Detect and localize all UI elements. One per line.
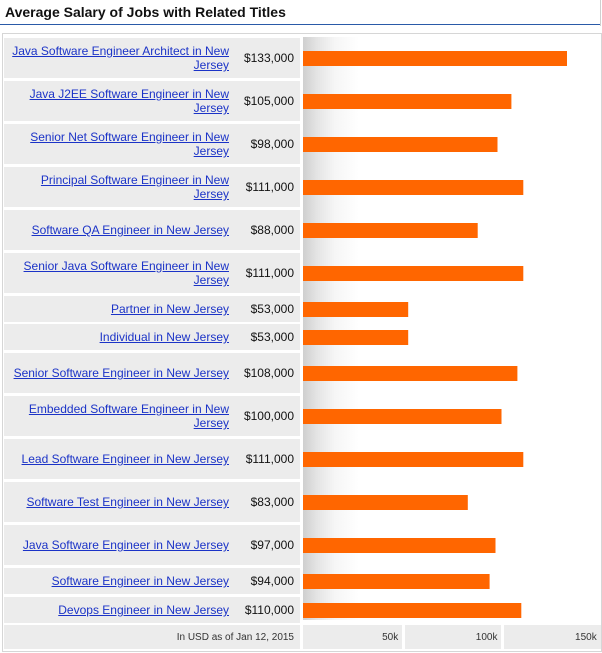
job-title-link[interactable]: Senior Software Engineer in New Jersey <box>13 366 229 380</box>
x-tick-label: 150k <box>504 625 601 649</box>
row-label-cell: Software QA Engineer in New Jersey <box>4 210 233 250</box>
salary-value-label: $53,000 <box>233 296 300 322</box>
row-label-cell: Partner in New Jersey <box>4 296 233 322</box>
salary-value-label: $97,000 <box>233 525 300 565</box>
salary-bar <box>303 223 478 238</box>
salary-value-label: $98,000 <box>233 124 300 164</box>
header-divider <box>0 24 600 25</box>
salary-bar <box>303 302 409 317</box>
row-label-cell: Software Test Engineer in New Jersey <box>4 482 233 522</box>
salary-bar <box>303 137 498 152</box>
x-tick-label: 100k <box>405 625 502 649</box>
salary-value-label: $111,000 <box>233 439 300 479</box>
job-title-link[interactable]: Partner in New Jersey <box>110 302 229 316</box>
salary-bar <box>303 495 468 510</box>
salary-value-label: $94,000 <box>233 568 300 594</box>
salary-bar <box>303 330 409 345</box>
job-title-link[interactable]: Individual in New Jersey <box>99 330 229 344</box>
job-title-link[interactable]: Java J2EE Software Engineer in New Jerse… <box>29 87 229 115</box>
salary-bar <box>303 452 524 467</box>
row-label-cell: Senior Software Engineer in New Jersey <box>4 353 233 393</box>
salary-bar <box>303 574 490 589</box>
salary-value-label: $105,000 <box>233 81 300 121</box>
job-title-link[interactable]: Senior Net Software Engineer in New Jers… <box>30 130 229 158</box>
row-label-cell: Principal Software Engineer in New Jerse… <box>4 167 233 207</box>
chart-title: Average Salary of Jobs with Related Titl… <box>5 4 286 20</box>
salary-value-label: $111,000 <box>233 167 300 207</box>
currency-note: In USD as of Jan 12, 2015 <box>4 625 300 649</box>
salary-bar <box>303 603 522 618</box>
salary-bar <box>303 94 512 109</box>
plot-area <box>303 37 596 620</box>
job-title-link[interactable]: Embedded Software Engineer in New Jersey <box>28 402 229 430</box>
row-label-cell: Individual in New Jersey <box>4 324 233 350</box>
salary-bar <box>303 266 524 281</box>
row-label-cell: Java Software Engineer in New Jersey <box>4 525 233 565</box>
salary-value-label: $53,000 <box>233 324 300 350</box>
row-label-cell: Java J2EE Software Engineer in New Jerse… <box>4 81 233 121</box>
job-title-link[interactable]: Lead Software Engineer in New Jersey <box>21 452 229 466</box>
job-title-link[interactable]: Java Software Engineer in New Jersey <box>22 538 229 552</box>
row-label-cell: Embedded Software Engineer in New Jersey <box>4 396 233 436</box>
row-label-cell: Devops Engineer in New Jersey <box>4 597 233 623</box>
salary-bar <box>303 366 518 381</box>
row-label-cell: Software Engineer in New Jersey <box>4 568 233 594</box>
salary-bar <box>303 538 496 553</box>
chart-header: Average Salary of Jobs with Related Titl… <box>0 0 601 26</box>
row-label-cell: Senior Java Software Engineer in New Jer… <box>4 253 233 293</box>
job-title-link[interactable]: Principal Software Engineer in New Jerse… <box>40 173 229 201</box>
job-title-link[interactable]: Devops Engineer in New Jersey <box>58 603 229 617</box>
salary-value-label: $111,000 <box>233 253 300 293</box>
salary-value-label: $83,000 <box>233 482 300 522</box>
salary-value-label: $108,000 <box>233 353 300 393</box>
job-title-link[interactable]: Software Engineer in New Jersey <box>51 574 229 588</box>
job-title-link[interactable]: Software Test Engineer in New Jersey <box>26 495 229 509</box>
job-title-link[interactable]: Senior Java Software Engineer in New Jer… <box>23 259 229 287</box>
job-title-link[interactable]: Software QA Engineer in New Jersey <box>31 223 229 237</box>
salary-bar <box>303 409 502 424</box>
row-label-cell: Senior Net Software Engineer in New Jers… <box>4 124 233 164</box>
salary-value-label: $133,000 <box>233 38 300 78</box>
salary-value-label: $88,000 <box>233 210 300 250</box>
job-title-link[interactable]: Java Software Engineer Architect in New … <box>12 44 229 72</box>
x-tick-label: 50k <box>303 625 403 649</box>
row-label-cell: Java Software Engineer Architect in New … <box>4 38 233 78</box>
row-label-cell: Lead Software Engineer in New Jersey <box>4 439 233 479</box>
salary-value-label: $100,000 <box>233 396 300 436</box>
salary-bar <box>303 51 567 66</box>
salary-bar <box>303 180 524 195</box>
salary-value-label: $110,000 <box>233 597 300 623</box>
